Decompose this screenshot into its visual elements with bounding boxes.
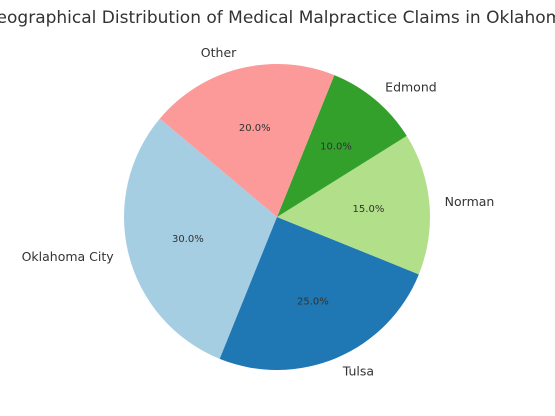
pie-slice	[277, 75, 407, 217]
slice-label: Norman	[445, 194, 495, 209]
slice-percent: 30.0%	[172, 234, 204, 245]
slice-percent: 20.0%	[239, 123, 271, 134]
chart-title: Geographical Distribution of Medical Mal…	[0, 8, 555, 28]
pie-slice	[219, 217, 419, 370]
slice-label: Edmond	[385, 80, 437, 95]
pie-slice	[159, 63, 335, 217]
slice-percent: 25.0%	[297, 297, 329, 308]
pie-slice	[124, 118, 277, 359]
slice-label: Oklahoma City	[22, 249, 115, 264]
pie-slice	[277, 135, 430, 275]
slice-percent: 10.0%	[320, 142, 352, 153]
slice-label: Other	[201, 45, 237, 60]
slice-label: Tulsa	[342, 363, 374, 378]
slice-percent: 15.0%	[353, 204, 385, 215]
